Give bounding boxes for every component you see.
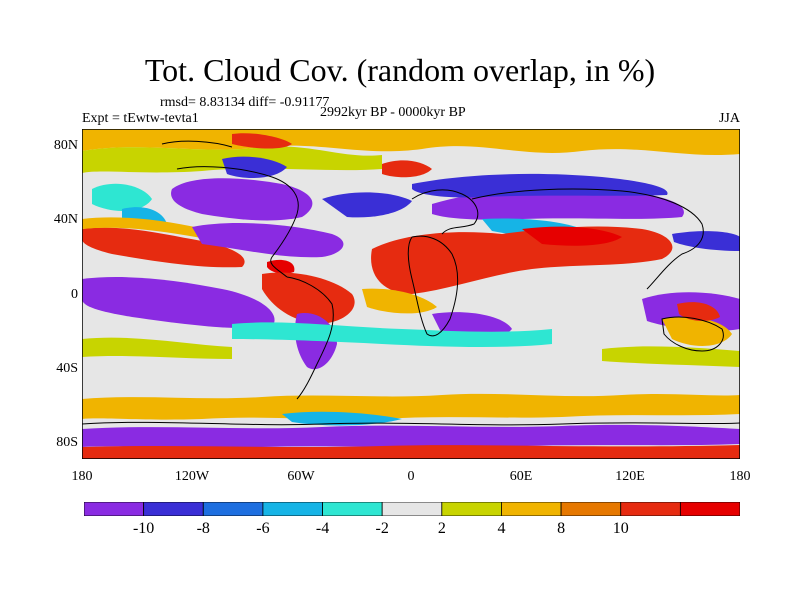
period-label: 2992kyr BP - 0000kyr BP — [320, 105, 466, 120]
colorbar-box — [143, 502, 204, 516]
colorbar-label: 10 — [612, 520, 629, 537]
lon-label-0: 0 — [407, 469, 415, 484]
colorbar-label: -6 — [256, 520, 270, 537]
colorbar-box — [84, 502, 145, 516]
field-south-yellow-belt-2 — [602, 346, 740, 367]
lon-label-120w: 120W — [174, 469, 210, 484]
field-npacific-red — [82, 227, 245, 268]
experiment-label: Expt = tEwtw-tevta1 — [82, 111, 199, 126]
colorbar-box — [262, 502, 323, 516]
stats-text: rmsd= 8.83134 diff= -0.91177 — [160, 95, 330, 110]
lon-label-180e: 180 — [729, 469, 751, 484]
colorbar-box — [560, 502, 622, 516]
coastlines — [82, 140, 740, 426]
colorbar-box — [620, 502, 681, 516]
field-south-purple-band — [82, 424, 740, 448]
colorbar-label: -10 — [132, 520, 155, 537]
season-label: JJA — [718, 111, 740, 126]
field-npacific-east-blue — [672, 231, 740, 251]
colorbar-box — [441, 502, 502, 516]
colorbar-label: -4 — [315, 520, 330, 537]
field-south-yellow-belt — [82, 337, 232, 359]
colorbar-label: 4 — [497, 520, 506, 537]
colorbar-box — [202, 502, 264, 516]
field-south-cyan-band — [282, 411, 402, 426]
field-npacific-orange — [82, 217, 212, 239]
field-australia-red — [677, 302, 720, 321]
lat-label-40s: 40S — [56, 361, 78, 376]
colorbar-label: -2 — [375, 520, 389, 537]
field-pacific-cyan — [92, 183, 152, 211]
field-namerica-purple — [171, 178, 313, 221]
cloud-cover-map — [82, 129, 740, 459]
lat-label-40n: 40N — [53, 212, 78, 227]
colorbar-box — [322, 502, 383, 516]
field-caribbean-red — [267, 259, 295, 274]
field-tropical-pacific-red — [262, 272, 355, 324]
colorbar-box — [381, 502, 443, 516]
field-namerica-blue — [222, 156, 287, 179]
field-tropical-pacific-purple — [82, 277, 275, 329]
field-arctic-red — [232, 133, 292, 149]
field-south-orange-band — [82, 393, 740, 420]
lon-label-60e: 60E — [509, 469, 533, 484]
lat-label-80s: 80S — [56, 435, 78, 450]
lon-label-180w: 180 — [71, 469, 93, 484]
lat-label-80n: 80N — [53, 138, 78, 153]
field-eurasia-blue — [412, 173, 668, 198]
colorbar-label: 8 — [557, 520, 566, 537]
field-asia-red-core — [522, 226, 622, 246]
colorbar-label: 2 — [437, 520, 446, 537]
field-south-cyan-belt — [232, 322, 552, 348]
map-title: Tot. Cloud Cov. (random overlap, in %) — [144, 52, 656, 88]
colorbar-label: -8 — [196, 520, 210, 537]
field-natlantic-blue — [322, 192, 412, 218]
field-pacific-purple-belt — [192, 223, 344, 258]
lon-label-120e: 120E — [615, 469, 645, 484]
field-south-red-band — [82, 445, 740, 459]
colorbar-box — [679, 502, 740, 516]
colorbar — [84, 502, 740, 516]
field-arctic-red-2 — [382, 160, 432, 178]
lon-label-60w: 60W — [287, 469, 315, 484]
lat-label-0: 0 — [71, 287, 78, 302]
colorbar-box — [501, 502, 562, 516]
